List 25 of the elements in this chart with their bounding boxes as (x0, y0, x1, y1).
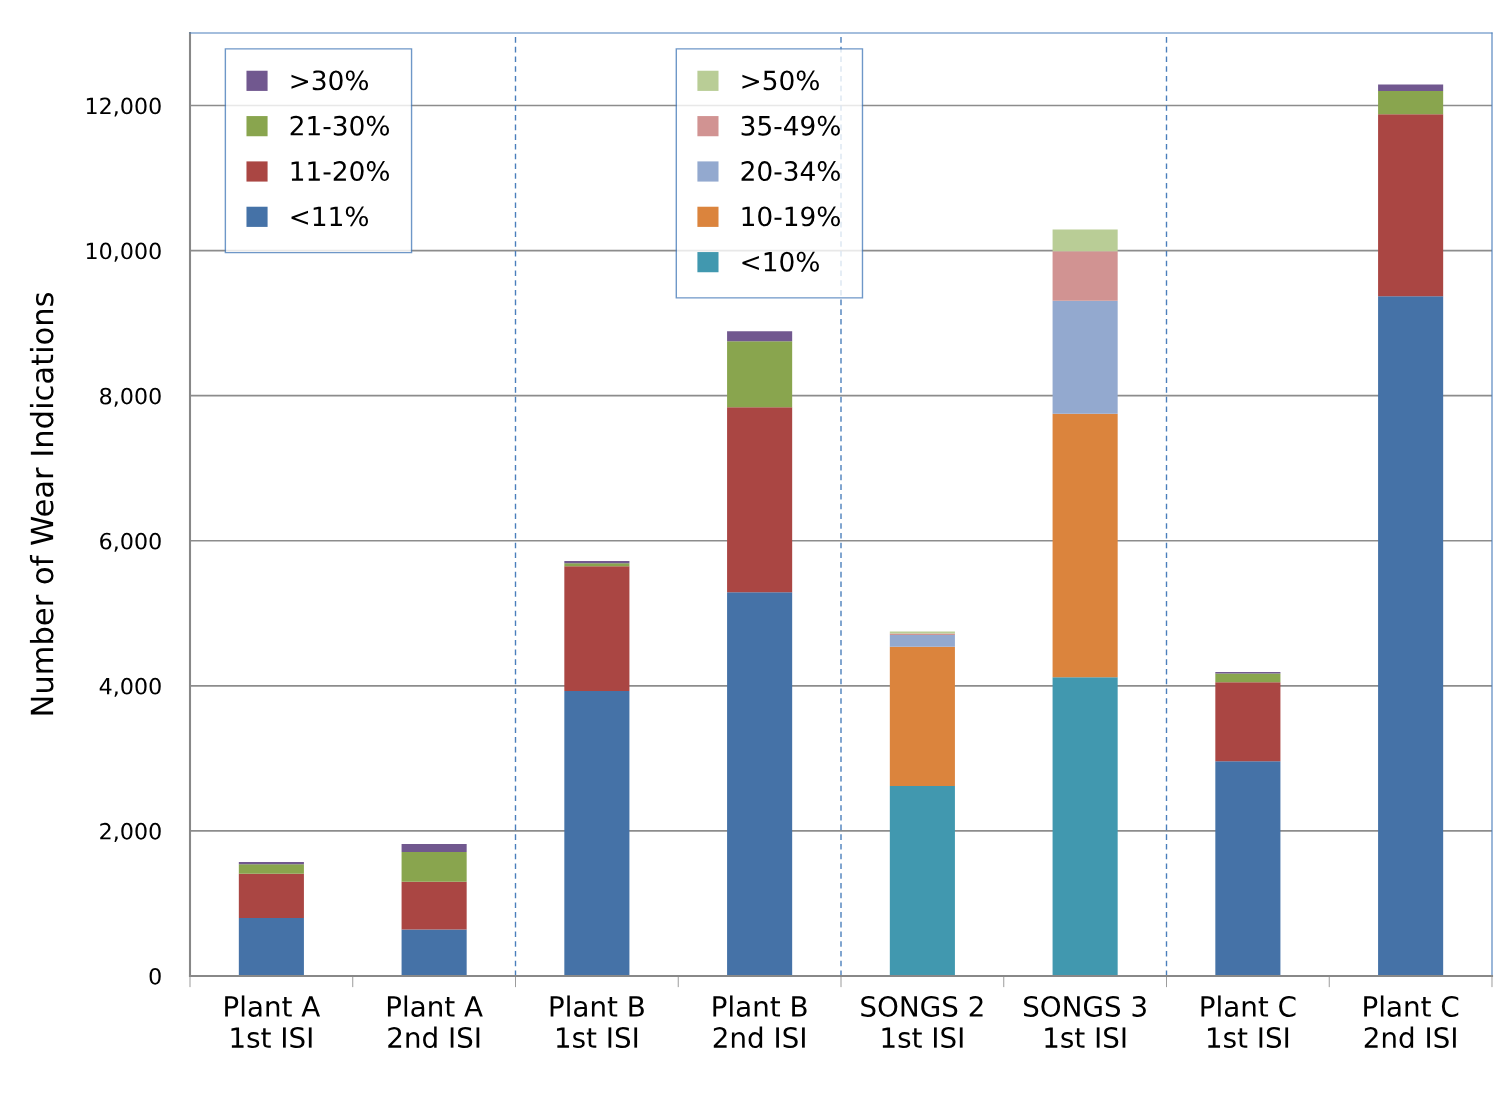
x-tick-label: Plant C 2nd ISI (1364, 995, 1459, 1049)
y-tick-label: 10,000 (86, 242, 161, 262)
legend-label: <10% (742, 251, 819, 272)
legend-label: >50% (742, 70, 819, 91)
x-tick-label: Plant B 2nd ISI (713, 995, 807, 1049)
x-tick-label: Plant B 1st ISI (550, 995, 644, 1049)
x-tick-label: Plant C 1st ISI (1201, 995, 1296, 1049)
y-tick-label: 2,000 (100, 822, 161, 842)
legend-label: >30% (291, 70, 368, 91)
legend-label: 20-34% (741, 161, 840, 182)
y-axis-title: Number of Wear Indications (29, 292, 54, 715)
y-tick-label: 4,000 (99, 677, 161, 697)
x-tick-label: SONGS 2 1st ISI (861, 995, 983, 1049)
x-tick-label: SONGS 3 1st ISI (1023, 995, 1146, 1049)
legend-label: 35-49% (741, 115, 840, 136)
legend-label: 21-30% (290, 115, 389, 136)
y-tick-label: 12,000 (86, 97, 161, 117)
y-tick-label: 0 (149, 967, 161, 985)
y-tick-label: 8,000 (100, 387, 161, 407)
x-tick-label: Plant A 1st ISI (225, 995, 321, 1049)
legend-label: <11% (291, 206, 368, 227)
x-tick-label: Plant A 2nd ISI (387, 995, 483, 1049)
legend-label: 11-20% (291, 161, 389, 182)
legend-label: 10-19% (742, 206, 840, 227)
y-tick-label: 6,000 (100, 532, 161, 552)
